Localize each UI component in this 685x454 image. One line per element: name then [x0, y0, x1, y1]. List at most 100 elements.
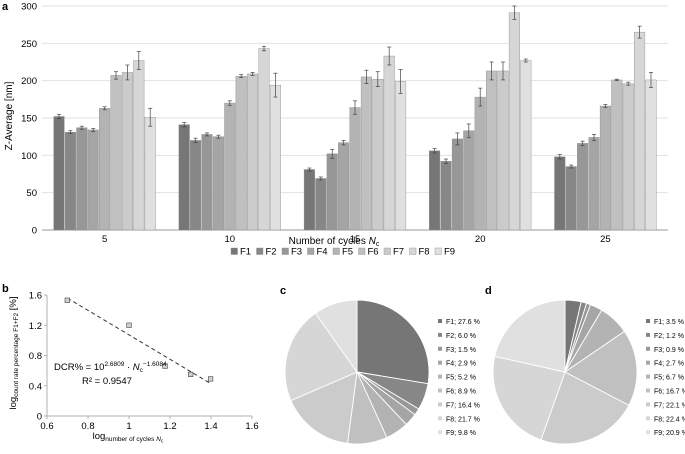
legend-swatch-f5 — [332, 247, 340, 255]
pie-legend-swatch-f5 — [646, 374, 650, 379]
bar-f5-cycles-15 — [349, 107, 361, 231]
pie-legend-label-f3: F3; 1.5 % — [446, 347, 476, 354]
scatter-x-tick-label: 1.4 — [204, 421, 217, 432]
pie-legend-swatch-f1 — [438, 319, 442, 323]
scatter-y-axis-label: logcount rate percentage F1+F2 [%] — [8, 296, 20, 409]
legend-label-f2: F2 — [266, 247, 277, 258]
pie-slice-f6 — [564, 330, 638, 406]
bar-f4-cycles-5 — [87, 129, 99, 231]
bar-f3-cycles-5 — [76, 127, 88, 231]
bar-f4-cycles-10 — [212, 136, 224, 231]
bar-f8-cycles-15 — [383, 55, 395, 231]
legend-swatch-f2 — [256, 247, 264, 255]
bar-f7-cycles-5 — [121, 72, 133, 231]
pie-legend-swatch-f1 — [646, 319, 650, 323]
pie-legend-swatch-f4 — [646, 360, 650, 365]
pie-legend-label-f7: F7; 22.1 % — [654, 402, 685, 409]
pie-slice-f8 — [492, 355, 566, 441]
bar-f1-cycles-10 — [178, 124, 190, 231]
scatter-equation: DCR% = 102.6809 · Nc−1.6084 — [54, 361, 167, 374]
bar-f3-cycles-10 — [201, 134, 213, 231]
pie-legend-label-f3: F3; 0.9 % — [654, 347, 684, 354]
pie-legend-label-f6: F6; 8.9 % — [446, 389, 476, 396]
scatter-x-tick-label: 0.8 — [81, 421, 94, 432]
bar-f6-cycles-10 — [235, 75, 247, 231]
legend-swatch-f6 — [358, 247, 366, 255]
bar-chart-x-axis-label: Number of cycles Nc — [289, 236, 380, 248]
bar-f6-cycles-25 — [611, 79, 623, 231]
bar-chart-y-tick-label: 50 — [26, 188, 37, 199]
bar-f8-cycles-5 — [133, 60, 145, 231]
bar-f7-cycles-20 — [497, 70, 509, 231]
scatter-x-tick-label: 1.2 — [163, 421, 176, 432]
bar-f7-cycles-15 — [372, 78, 384, 231]
scatter-y-tick-label: 0.4 — [29, 381, 42, 392]
pie-legend-swatch-f6 — [438, 388, 442, 393]
bar-f2-cycles-5 — [64, 131, 76, 231]
pie-legend-swatch-f5 — [438, 374, 442, 379]
pie-slice-f9 — [494, 299, 566, 373]
bar-f3-cycles-15 — [326, 153, 338, 231]
legend-label-f1: F1 — [240, 247, 251, 258]
bar-chart-x-tick-label: 20 — [475, 234, 486, 245]
bar-f1-cycles-20 — [429, 150, 441, 231]
bar-chart-x-tick-label: 5 — [102, 234, 107, 245]
bar-chart-y-tick-label: 100 — [21, 151, 37, 162]
pie-legend-swatch-f2 — [438, 332, 442, 337]
legend-swatch-f7 — [383, 247, 391, 255]
bar-f2-cycles-15 — [315, 178, 327, 231]
pie-legend-label-f5: F5; 6.7 % — [654, 375, 684, 382]
legend-swatch-f4 — [307, 247, 315, 255]
scatter-x-tick-label: 0.6 — [40, 421, 53, 432]
pie-legend-label-f8: F8; 22.4 % — [654, 416, 685, 423]
pie-slice-f7 — [290, 371, 358, 444]
panel-label-c: c — [280, 285, 286, 297]
bar-f5-cycles-5 — [99, 108, 111, 231]
pie-legend-label-f1: F1; 27.6 % — [446, 319, 480, 326]
pie-legend-label-f4: F4; 2.7 % — [654, 361, 684, 368]
pie-legend-swatch-f8 — [438, 416, 442, 421]
bar-f4-cycles-20 — [463, 130, 475, 231]
scatter-x-tick-label: 1.6 — [245, 421, 258, 432]
bar-f7-cycles-25 — [622, 83, 634, 231]
pie-legend-c: F1; 27.6 % F2; 6.0 % F3; 1.5 % F4; 2.9 % F5;… — [438, 319, 480, 437]
pie-slice-f9 — [314, 299, 358, 374]
scatter-point — [126, 322, 132, 328]
bar-f3-cycles-20 — [451, 138, 463, 231]
scatter-y-tick-label: 0 — [37, 412, 42, 423]
bar-chart-y-tick-label: 250 — [21, 39, 37, 50]
scatter-point — [188, 371, 194, 378]
pie-legend-label-f6: F6; 16.7 % — [654, 389, 685, 396]
bar-f9-cycles-15 — [395, 81, 407, 231]
bar-f6-cycles-5 — [110, 75, 122, 231]
pie-legend-label-f1: F1; 3.5 % — [654, 319, 684, 326]
pie-slice-f7 — [540, 371, 630, 445]
bar-f4-cycles-15 — [338, 142, 350, 231]
pie-legend-swatch-f9 — [438, 430, 442, 435]
bar-f5-cycles-20 — [474, 96, 486, 231]
pie-slice-f8 — [284, 312, 358, 402]
bar-chart-y-tick-label: 0 — [32, 226, 37, 237]
pie-legend-label-f5: F5; 5.2 % — [446, 375, 476, 382]
bar-f2-cycles-10 — [190, 140, 202, 231]
legend-label-f7: F7 — [393, 247, 404, 258]
bar-f6-cycles-20 — [486, 70, 498, 231]
pie-legend-swatch-f7 — [646, 402, 650, 407]
bar-chart-x-tick-label: 15 — [350, 234, 361, 245]
legend-label-f6: F6 — [368, 247, 379, 258]
bar-chart-y-axis-label: Z-Average [nm] — [4, 81, 15, 150]
bar-chart-x-tick-label: 25 — [600, 234, 611, 245]
scatter-point — [207, 376, 214, 382]
scatter-r-squared: R² = 0.9547 — [82, 376, 132, 387]
pie-legend-label-f2: F2; 1.2 % — [654, 333, 684, 340]
scatter-y-tick-label: 0.8 — [29, 351, 42, 362]
legend-swatch-f9 — [434, 247, 442, 255]
bar-f9-cycles-20 — [520, 60, 532, 231]
legend-label-f9: F9 — [444, 247, 455, 258]
bar-f4-cycles-25 — [588, 137, 600, 231]
bar-chart-y-tick-label: 150 — [21, 114, 37, 125]
panel-label-d: d — [485, 285, 492, 297]
pie-legend-label-f4: F4; 2.9 % — [446, 361, 476, 368]
bar-f1-cycles-5 — [53, 116, 65, 231]
